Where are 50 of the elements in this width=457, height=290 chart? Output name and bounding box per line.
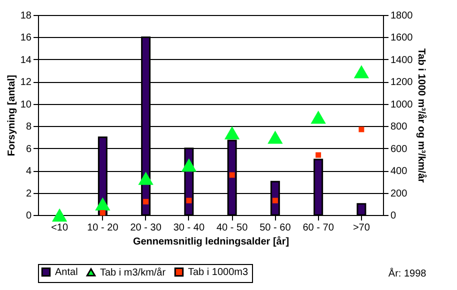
point bbox=[310, 110, 326, 124]
y2-tick-label: 200 bbox=[390, 188, 408, 200]
legend-label: Tab i m3/km/år bbox=[100, 266, 166, 278]
x-tick-label: 20 - 30 bbox=[130, 222, 162, 234]
y2-tick-label: 400 bbox=[390, 166, 408, 178]
y2-axis-title: Tab i 1000 m³/år og m³/km/år bbox=[416, 48, 428, 183]
y2-tick-label: 1800 bbox=[390, 10, 414, 22]
x-tick-label: 60 - 70 bbox=[302, 222, 334, 234]
point bbox=[52, 208, 68, 222]
text: År: 1998 bbox=[388, 268, 427, 280]
x-axis-title: Gennemsnitlig ledningsalder [år] bbox=[132, 236, 290, 248]
y-tick-label: 4 bbox=[26, 166, 32, 178]
y-tick-label: 2 bbox=[26, 188, 32, 200]
point bbox=[229, 172, 235, 178]
y-tick-label: 16 bbox=[20, 32, 32, 44]
point bbox=[186, 198, 192, 204]
point bbox=[316, 152, 322, 158]
point bbox=[138, 172, 154, 185]
point bbox=[268, 130, 283, 144]
x-tick-label: 40 - 50 bbox=[216, 222, 248, 234]
y2-tick-label: 1600 bbox=[390, 32, 414, 44]
x-tick-label: >70 bbox=[352, 222, 370, 234]
x-tick-label: 10 - 20 bbox=[87, 222, 119, 234]
y-axis-title: Forsyning [antal] bbox=[6, 74, 18, 156]
point bbox=[95, 197, 110, 210]
point bbox=[143, 198, 149, 204]
x-tick-label: <10 bbox=[51, 222, 68, 234]
point bbox=[181, 158, 197, 172]
y-tick-label: 14 bbox=[20, 54, 32, 66]
y-tick-label: 18 bbox=[20, 10, 32, 22]
legend-label: Antal bbox=[55, 267, 78, 278]
y-tick-label: 12 bbox=[20, 77, 32, 88]
legend-label: Tab i 1000m3 bbox=[188, 267, 248, 278]
y2-tick-label: 600 bbox=[390, 144, 408, 155]
y-tick-label: 8 bbox=[26, 122, 32, 133]
point bbox=[354, 65, 370, 78]
y2-tick-label: 1000 bbox=[390, 99, 414, 110]
y2-tick-label: 1200 bbox=[390, 77, 414, 88]
x-tick-label: 30 - 40 bbox=[173, 222, 205, 234]
point bbox=[100, 210, 106, 216]
y2-tick-label: 800 bbox=[390, 122, 408, 133]
y-tick-label: 0 bbox=[26, 210, 32, 222]
point bbox=[224, 126, 240, 140]
y-tick-label: 10 bbox=[20, 99, 32, 110]
y2-tick-label: 1400 bbox=[390, 54, 414, 66]
y2-tick-label: 0 bbox=[390, 210, 396, 222]
x-tick-label: 50 - 60 bbox=[260, 222, 292, 234]
y-tick-label: 6 bbox=[26, 144, 32, 155]
point bbox=[272, 198, 278, 204]
point bbox=[358, 126, 364, 132]
